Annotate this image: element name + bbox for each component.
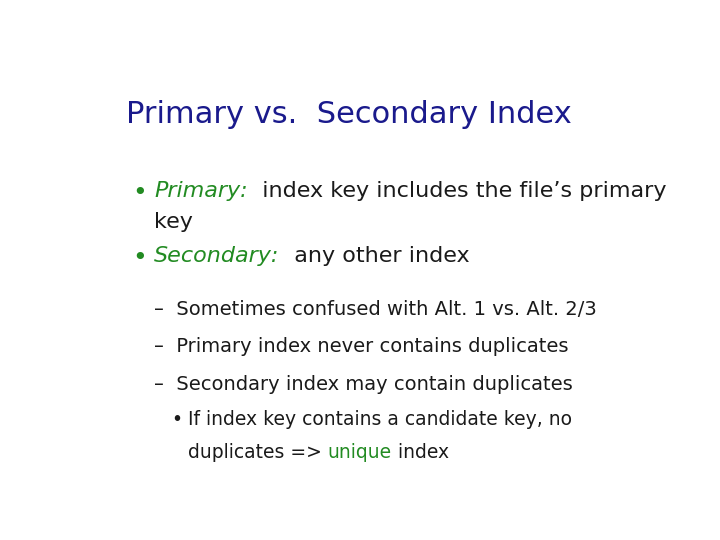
Text: index: index	[392, 443, 449, 462]
Text: –  Secondary index may contain duplicates: – Secondary index may contain duplicates	[154, 375, 573, 394]
Text: •: •	[132, 181, 147, 205]
Text: Primary vs.  Secondary Index: Primary vs. Secondary Index	[126, 100, 572, 129]
Text: any other index: any other index	[279, 246, 469, 266]
Text: key: key	[154, 212, 193, 232]
Text: duplicates =>: duplicates =>	[188, 443, 328, 462]
Text: –  Sometimes confused with Alt. 1 vs. Alt. 2/3: – Sometimes confused with Alt. 1 vs. Alt…	[154, 300, 597, 319]
Text: unique: unique	[328, 443, 392, 462]
Text: index key includes the file’s primary: index key includes the file’s primary	[248, 181, 666, 201]
Text: •: •	[132, 246, 147, 269]
Text: Primary:: Primary:	[154, 181, 248, 201]
Text: Secondary:: Secondary:	[154, 246, 279, 266]
Text: –  Primary index never contains duplicates: – Primary index never contains duplicate…	[154, 337, 569, 356]
Text: •: •	[171, 410, 182, 429]
Text: If index key contains a candidate key, no: If index key contains a candidate key, n…	[188, 410, 572, 429]
